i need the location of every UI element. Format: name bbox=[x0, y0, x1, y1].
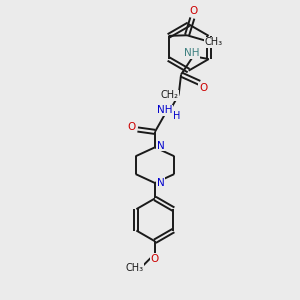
Text: O: O bbox=[128, 122, 136, 131]
Text: O: O bbox=[199, 83, 207, 93]
Text: N: N bbox=[157, 178, 165, 188]
Text: H: H bbox=[173, 111, 181, 122]
Text: CH₂: CH₂ bbox=[161, 90, 179, 100]
Text: N: N bbox=[157, 141, 165, 151]
Text: NH: NH bbox=[184, 48, 200, 58]
Text: NH: NH bbox=[157, 106, 173, 116]
Text: O: O bbox=[189, 7, 198, 16]
Text: O: O bbox=[151, 254, 159, 264]
Text: CH₃: CH₃ bbox=[125, 263, 143, 273]
Text: CH₃: CH₃ bbox=[205, 37, 223, 47]
